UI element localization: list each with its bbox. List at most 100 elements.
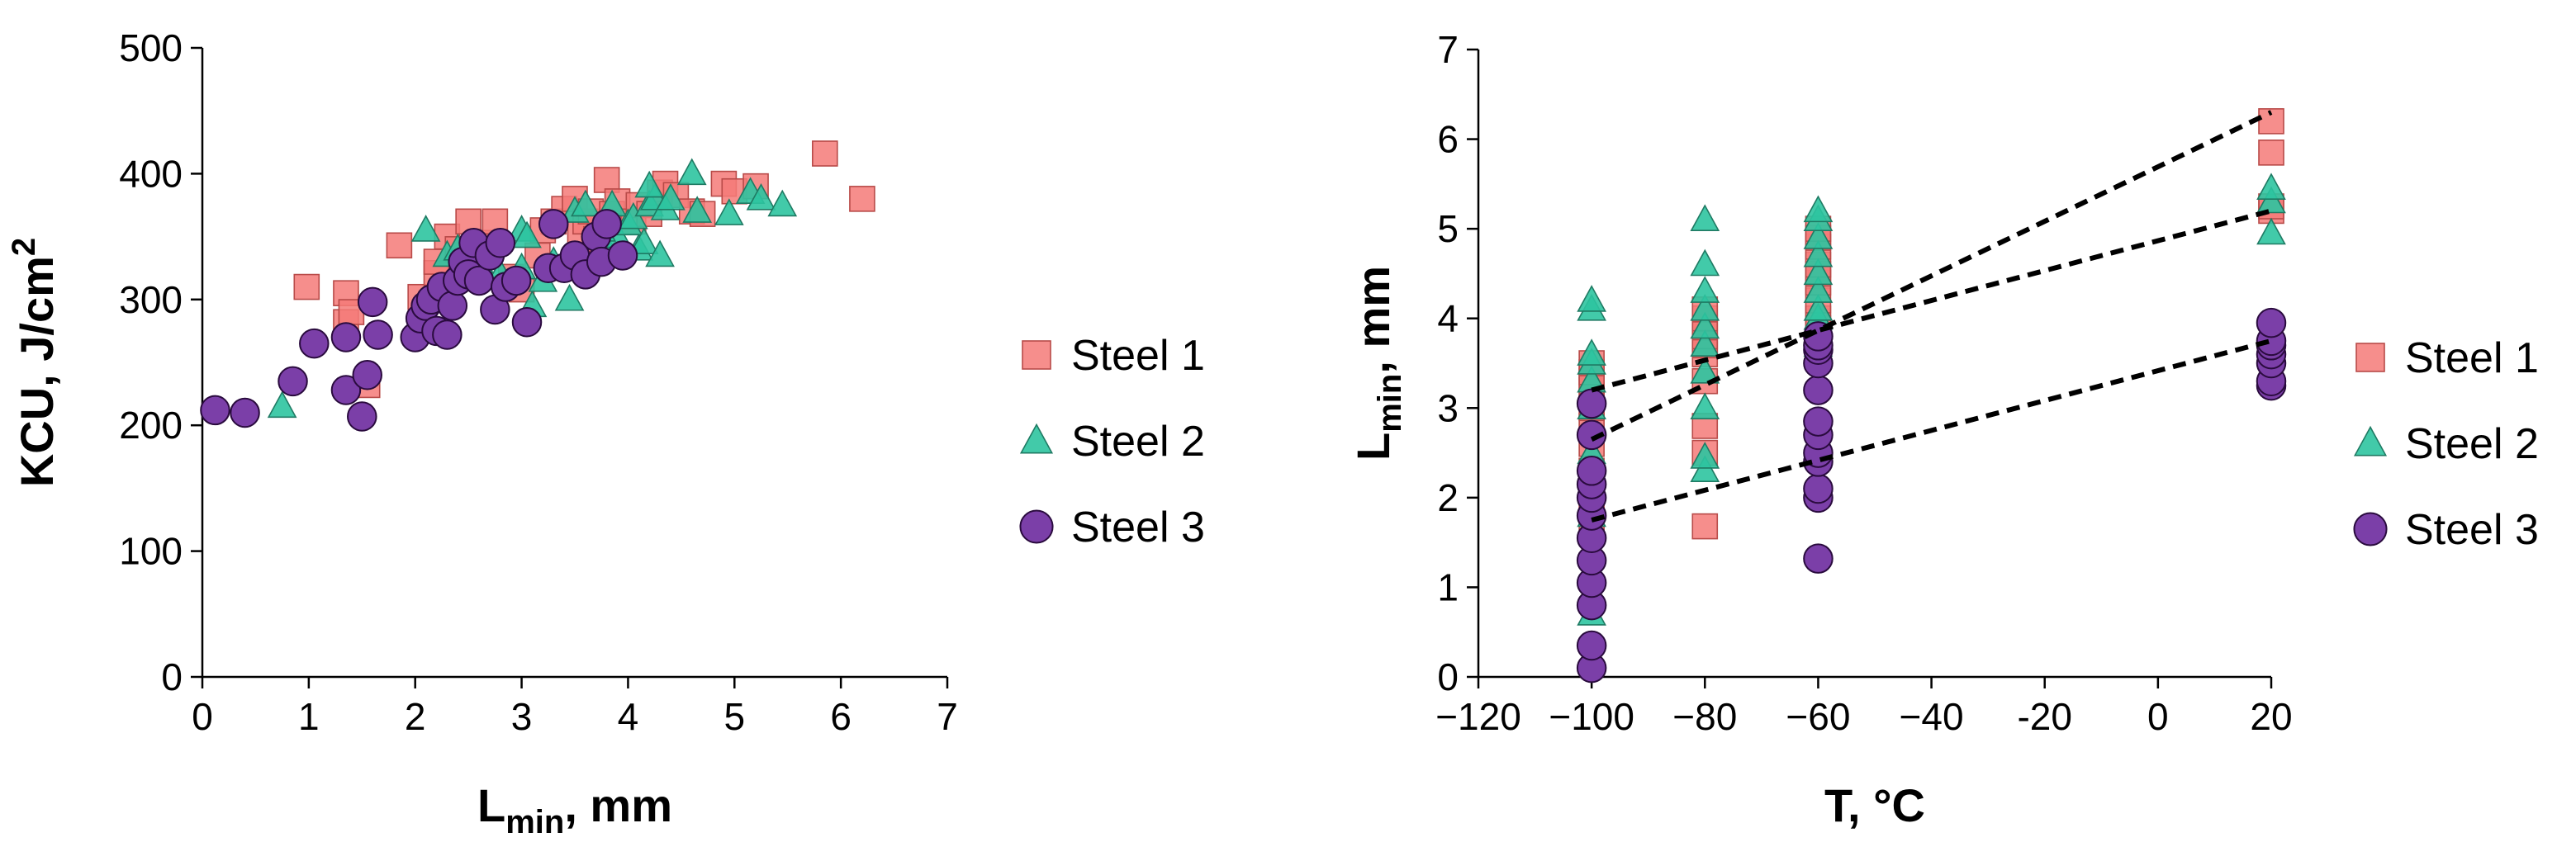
data-point — [512, 220, 542, 248]
data-point — [714, 198, 744, 225]
data-point — [485, 227, 516, 258]
x-tick-label: −100 — [1549, 695, 1634, 738]
data-point — [200, 395, 230, 426]
data-point — [591, 209, 622, 239]
chart-panel-lmin-vs-temperature: 0 1 2 3 4 5 6 7 −120 −100 −80 −60 −40 -20 0 20 T, °C Lmin… — [1347, 28, 2539, 831]
data-point — [511, 306, 543, 338]
y-tick-label: 400 — [119, 152, 183, 195]
data-point — [1690, 311, 1720, 339]
legend-marker-triangle — [2353, 425, 2388, 457]
data-point — [1803, 543, 1834, 574]
legend: Steel 1 Steel 2 Steel 3 — [2353, 334, 2539, 554]
data-point — [1803, 406, 1834, 437]
trendline — [1590, 110, 2273, 442]
x-tick-label: −80 — [1672, 695, 1737, 738]
data-point — [1577, 338, 1606, 366]
y-tick-label: 200 — [119, 404, 183, 447]
series-steel-3 — [200, 209, 638, 432]
x-tick-label: 7 — [937, 695, 958, 738]
data-point — [593, 167, 620, 193]
y-tick-label: 0 — [1437, 655, 1459, 698]
data-point — [500, 265, 532, 296]
trendline — [1591, 208, 2272, 393]
data-point — [1690, 248, 1720, 277]
x-tick-label: 0 — [2147, 695, 2169, 738]
data-point — [1803, 195, 1834, 223]
legend-marker-triangle — [1019, 423, 1054, 454]
y-tick-label: 4 — [1437, 297, 1459, 340]
y-tick-label: 0 — [161, 655, 183, 698]
x-tick-label: −120 — [1435, 695, 1521, 738]
legend-marker-circle — [2353, 512, 2388, 546]
data-point — [554, 283, 585, 311]
data-point — [437, 291, 468, 321]
data-point — [410, 215, 441, 242]
x-tick-label: 1 — [298, 695, 320, 738]
legend-label: Steel 1 — [2405, 334, 2539, 382]
x-tick-label: −40 — [1900, 695, 1964, 738]
x-tick-label: -20 — [2017, 695, 2071, 738]
series-steel-1 — [1578, 108, 2284, 540]
data-point — [347, 401, 377, 432]
data-point — [1691, 513, 1719, 540]
data-point — [1803, 276, 1834, 303]
y-tick-label: 2 — [1437, 476, 1459, 519]
data-point — [1803, 222, 1834, 249]
data-point — [2256, 173, 2286, 201]
data-point — [682, 196, 713, 223]
y-axis-label: Lmin, mm — [1347, 266, 1408, 461]
data-point — [1803, 239, 1834, 267]
data-point — [1690, 392, 1720, 420]
y-tick-label: 1 — [1437, 565, 1459, 608]
legend-marker-circle — [1019, 509, 1054, 544]
data-point — [607, 240, 638, 271]
data-point — [767, 189, 798, 217]
data-point — [299, 328, 330, 359]
y-tick-label: 3 — [1437, 386, 1459, 429]
data-point — [357, 286, 388, 318]
legend-label: Steel 3 — [2405, 506, 2539, 554]
x-tick-label: 2 — [405, 695, 426, 738]
data-point — [267, 390, 297, 419]
data-point — [432, 319, 463, 350]
data-point — [1576, 388, 1607, 419]
data-point — [1803, 473, 1834, 504]
y-tick-label: 7 — [1437, 28, 1459, 71]
data-point — [1690, 204, 1720, 232]
series-steel-2 — [1577, 173, 2286, 626]
trendline — [1591, 338, 2272, 523]
data-point — [634, 170, 665, 198]
data-point — [746, 182, 776, 211]
data-point — [656, 182, 686, 211]
x-tick-label: 3 — [511, 695, 533, 738]
x-axis-label: T, °C — [1824, 779, 1925, 831]
data-point — [1690, 293, 1720, 321]
x-axis-label: Lmin, mm — [477, 779, 672, 840]
data-point — [330, 322, 362, 352]
y-axis-label: KCU, J/cm2 — [6, 238, 63, 487]
y-tick-label: 5 — [1437, 207, 1459, 250]
data-point — [363, 319, 393, 350]
y-tick-label: 500 — [119, 26, 183, 69]
legend-label: Steel 1 — [1071, 332, 1205, 380]
data-point — [2258, 108, 2284, 135]
x-tick-label: 20 — [2250, 695, 2292, 738]
data-point — [1690, 442, 1720, 469]
data-point — [571, 189, 600, 217]
data-point — [1577, 285, 1606, 312]
legend-label: Steel 2 — [1071, 418, 1205, 466]
x-tick-label: 0 — [192, 695, 213, 738]
y-tick-label: 300 — [119, 278, 183, 321]
data-point — [386, 232, 413, 259]
data-point — [2256, 186, 2286, 214]
data-point — [1576, 630, 1607, 661]
legend-marker-square — [2355, 343, 2385, 372]
data-point — [2256, 217, 2286, 245]
data-point — [812, 140, 838, 167]
data-point — [1576, 456, 1607, 486]
legend-label: Steel 3 — [1071, 504, 1205, 551]
data-point — [1690, 455, 1720, 483]
data-point — [1690, 276, 1720, 303]
legend-marker-square — [1022, 340, 1051, 370]
